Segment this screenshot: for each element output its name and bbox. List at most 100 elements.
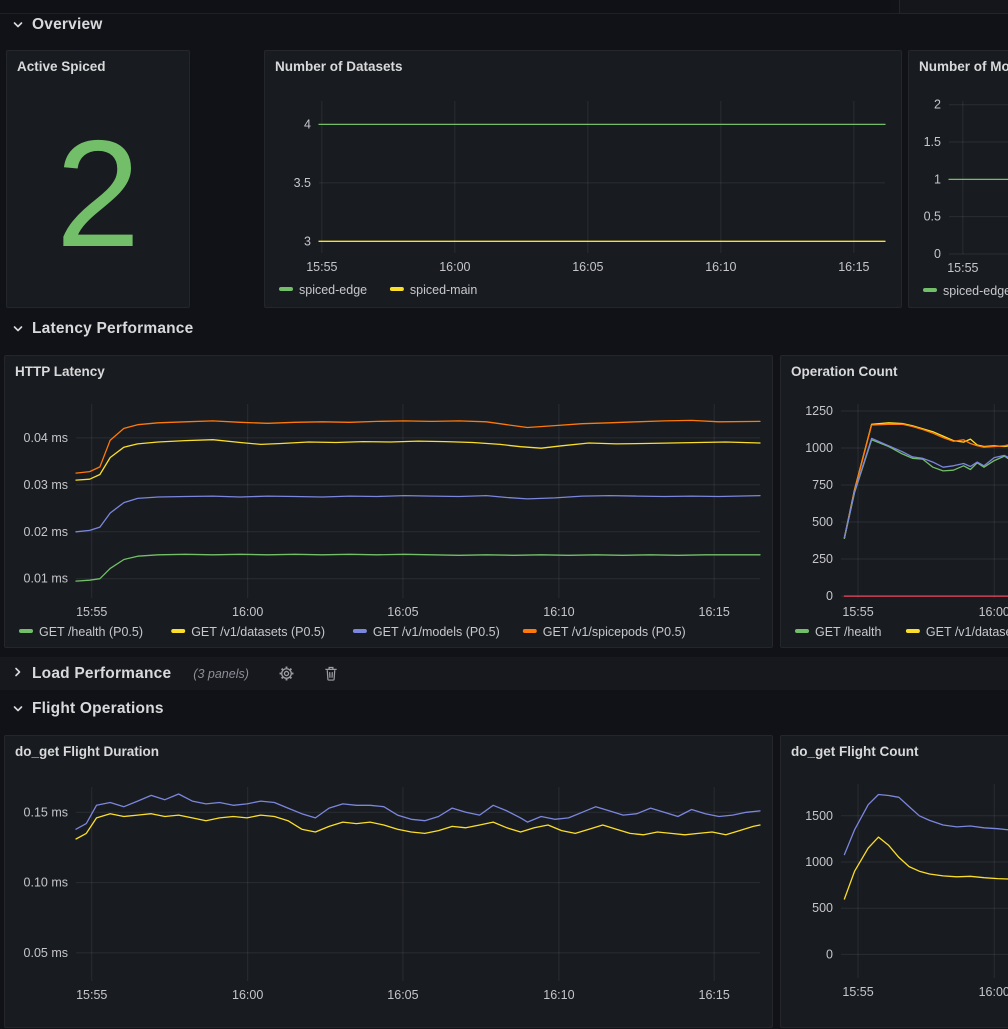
section-header-load-performance[interactable]: Load Performance (3 panels) [0, 657, 1008, 690]
legend-label: spiced-main [410, 283, 477, 297]
y-axis-tick-label: 0.04 ms [24, 431, 68, 445]
x-axis-tick-label: 16:10 [543, 988, 574, 1002]
series-GET /v1/spicepods [844, 424, 1008, 538]
series-GET /v1/models (P0.5) [76, 496, 760, 532]
do-get-flight-count-chart[interactable]: 05001000150015:5516:0016:0516:1016:15 [781, 736, 1008, 1027]
row-delete-button[interactable] [324, 666, 338, 681]
legend-item: spiced-edge [923, 284, 1008, 298]
legend-color-dash [523, 629, 537, 633]
http-latency-chart[interactable]: 0.01 ms0.02 ms0.03 ms0.04 ms15:5516:0016… [5, 356, 772, 647]
panel-number-of-models: Number of Models 00.511.5215:5516:0016:0… [908, 50, 1008, 308]
chevron-down-icon [12, 703, 24, 715]
series-series-blue [844, 795, 1008, 855]
section-header-flight-operations[interactable]: Flight Operations [12, 700, 164, 718]
flight_count-plot: 05001000150015:5516:0016:0516:1016:15 [781, 736, 1008, 1029]
row-settings-button[interactable] [279, 666, 294, 681]
panel-number-of-datasets: Number of Datasets 33.5415:5516:0016:051… [264, 50, 902, 308]
y-axis-tick-label: 1250 [805, 404, 833, 418]
series-series-yellow [844, 837, 1008, 899]
panel-title[interactable]: Number of Models [919, 59, 1008, 74]
legend-label: spiced-edge [299, 283, 367, 297]
y-axis-tick-label: 0.03 ms [24, 478, 68, 492]
panel-title[interactable]: do_get Flight Count [791, 744, 918, 759]
panel-do-get-flight-count: do_get Flight Count 05001000150015:5516:… [780, 735, 1008, 1028]
section-header-latency-performance[interactable]: Latency Performance [12, 320, 193, 338]
legend-color-dash [906, 629, 920, 633]
legend-color-dash [923, 288, 937, 292]
panel-title[interactable]: Number of Datasets [275, 59, 403, 74]
x-axis-tick-label: 15:55 [306, 260, 337, 274]
legend-label: GET /health [815, 625, 882, 639]
gear-icon [279, 666, 294, 681]
trash-icon [324, 666, 338, 681]
x-axis-tick-label: 16:00 [979, 605, 1008, 619]
x-axis-tick-label: 16:05 [387, 988, 418, 1002]
y-axis-tick-label: 0.5 [924, 210, 941, 224]
y-axis-tick-label: 500 [812, 515, 833, 529]
operation-count-chart[interactable]: 02505007501000125015:5516:0016:0516:1016… [781, 356, 1008, 647]
x-axis-tick-label: 16:05 [572, 260, 603, 274]
top-toolbar-strip-gap [891, 0, 899, 13]
flight_duration-plot: 0.05 ms0.10 ms0.15 ms15:5516:0016:0516:1… [5, 736, 774, 1029]
panel-title[interactable]: HTTP Latency [15, 364, 105, 379]
number-of-models-chart[interactable]: 00.511.5215:5516:0016:0516:1016:15spiced… [909, 51, 1008, 307]
section-title: Load Performance [32, 665, 171, 683]
series-GET /v1/datasets [844, 423, 1008, 538]
legend-label: GET /v1/models (P0.5) [373, 625, 500, 639]
chevron-down-icon [12, 323, 24, 335]
x-axis-tick-label: 16:10 [543, 605, 574, 619]
legend-item: GET /v1/models (P0.5) [353, 625, 500, 639]
y-axis-tick-label: 250 [812, 552, 833, 566]
y-axis-tick-label: 0.05 ms [24, 946, 68, 960]
section-title: Overview [32, 16, 103, 34]
chevron-right-icon [12, 665, 24, 683]
y-axis-tick-label: 750 [812, 478, 833, 492]
y-axis-tick-label: 0 [826, 947, 833, 961]
legend-label: GET /v1/datasets [926, 625, 1008, 639]
legend-item: spiced-main [390, 283, 477, 297]
legend-item: GET /health (P0.5) [19, 625, 143, 639]
do-get-flight-duration-chart[interactable]: 0.05 ms0.10 ms0.15 ms15:5516:0016:0516:1… [5, 736, 772, 1027]
y-axis-tick-label: 1.5 [924, 135, 941, 149]
y-axis-tick-label: 4 [304, 117, 311, 131]
legend-item: GET /v1/spicepods (P0.5) [523, 625, 686, 639]
panel-do-get-flight-duration: do_get Flight Duration 0.05 ms0.10 ms0.1… [4, 735, 773, 1028]
x-axis-tick-label: 16:00 [232, 988, 263, 1002]
series-series-yellow [76, 814, 760, 839]
legend-color-dash [795, 629, 809, 633]
top-toolbar-strip-right [899, 0, 1008, 14]
y-axis-tick-label: 0 [826, 589, 833, 603]
x-axis-tick-label: 16:05 [387, 605, 418, 619]
http_latency-plot: 0.01 ms0.02 ms0.03 ms0.04 ms15:5516:0016… [5, 356, 774, 649]
panel-http-latency: HTTP Latency 0.01 ms0.02 ms0.03 ms0.04 m… [4, 355, 773, 648]
panel-title[interactable]: do_get Flight Duration [15, 744, 159, 759]
legend-label: GET /v1/spicepods (P0.5) [543, 625, 686, 639]
legend-color-dash [353, 629, 367, 633]
x-axis-tick-label: 16:15 [699, 988, 730, 1002]
y-axis-tick-label: 1500 [805, 809, 833, 823]
x-axis-tick-label: 16:00 [232, 605, 263, 619]
panel-title[interactable]: Active Spiced [17, 59, 106, 74]
panel-title[interactable]: Operation Count [791, 364, 898, 379]
top-toolbar-strip [0, 0, 1008, 14]
number-of-datasets-chart[interactable]: 33.5415:5516:0016:0516:1016:15spiced-edg… [265, 51, 901, 307]
x-axis-tick-label: 15:55 [842, 605, 873, 619]
y-axis-tick-label: 0.10 ms [24, 876, 68, 890]
series-GET /v1/datasets (P0.5) [76, 440, 760, 480]
y-axis-tick-label: 0 [934, 247, 941, 261]
y-axis-tick-label: 1000 [805, 855, 833, 869]
panel-operation-count: Operation Count 02505007501000125015:551… [780, 355, 1008, 648]
section-header-overview[interactable]: Overview [12, 16, 103, 34]
legend-color-dash [390, 287, 404, 291]
legend-item: GET /v1/datasets [906, 625, 1008, 639]
y-axis-tick-label: 3.5 [294, 176, 311, 190]
y-axis-tick-label: 3 [304, 234, 311, 248]
models-plot: 00.511.5215:5516:0016:0516:1016:15spiced… [909, 51, 1008, 309]
stat-value: 2 [7, 81, 189, 307]
section-title: Flight Operations [32, 700, 164, 718]
y-axis-tick-label: 1 [934, 172, 941, 186]
y-axis-tick-label: 0.02 ms [24, 525, 68, 539]
datasets-plot: 33.5415:5516:0016:0516:1016:15spiced-edg… [265, 51, 903, 309]
x-axis-tick-label: 15:55 [76, 605, 107, 619]
chevron-down-icon [12, 19, 24, 31]
